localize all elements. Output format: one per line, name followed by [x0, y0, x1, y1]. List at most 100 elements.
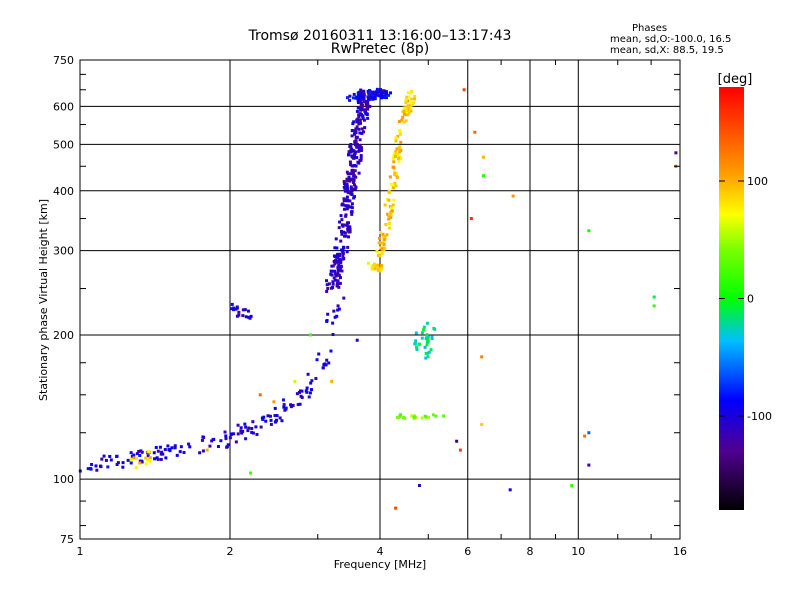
data-point — [392, 156, 396, 160]
data-point — [298, 402, 302, 406]
data-point — [365, 113, 369, 117]
data-point — [366, 116, 370, 120]
data-point — [241, 314, 245, 318]
data-point — [379, 96, 383, 100]
y-tick-label: 75 — [60, 533, 74, 546]
data-point — [269, 418, 273, 422]
data-point — [359, 98, 363, 102]
data-point — [310, 388, 314, 392]
data-point — [330, 379, 334, 383]
data-point — [376, 268, 380, 272]
data-point — [333, 269, 337, 273]
data-point — [338, 220, 342, 224]
data-point — [360, 95, 364, 99]
data-point — [148, 456, 152, 460]
data-point — [350, 154, 354, 158]
data-point — [137, 449, 141, 453]
data-point — [338, 281, 342, 285]
data-point — [340, 218, 344, 222]
data-point — [358, 119, 362, 123]
data-point — [378, 254, 382, 258]
data-point — [359, 148, 363, 152]
data-point — [366, 95, 370, 99]
data-point — [415, 345, 419, 349]
data-point — [224, 434, 228, 438]
data-point — [337, 226, 341, 230]
data-point — [350, 134, 354, 138]
data-point — [359, 146, 363, 150]
data-point — [333, 315, 337, 319]
plot-frame — [79, 59, 681, 540]
data-point — [273, 406, 277, 410]
axes: 1 2 4 6 8 10 16 75 100 200 300 400 500 600 750 — [53, 54, 687, 558]
data-point — [394, 154, 398, 158]
data-point — [410, 414, 414, 418]
data-point — [251, 420, 255, 424]
data-point — [100, 457, 104, 461]
data-point — [327, 361, 331, 365]
x-axis-label: Frequency [MHz] — [334, 558, 426, 571]
data-point — [413, 95, 417, 99]
data-point — [340, 269, 344, 273]
data-point — [344, 198, 348, 202]
data-point — [652, 304, 656, 308]
data-point — [351, 96, 355, 100]
data-point — [346, 191, 350, 195]
data-point — [280, 419, 284, 423]
data-point — [406, 99, 410, 103]
data-point — [146, 458, 150, 462]
data-point — [359, 156, 363, 160]
data-point — [216, 445, 220, 449]
data-point — [341, 251, 345, 255]
data-point — [178, 450, 182, 454]
data-point — [296, 403, 300, 407]
data-point — [338, 268, 342, 272]
data-point — [266, 414, 270, 418]
data-point — [355, 118, 359, 122]
data-point — [278, 416, 282, 420]
data-point — [360, 93, 364, 97]
data-point — [381, 89, 385, 93]
data-point — [155, 456, 159, 460]
data-point — [349, 185, 353, 189]
data-point — [334, 237, 338, 241]
data-point — [354, 150, 358, 154]
x-tick-label: 4 — [377, 545, 384, 558]
data-point — [262, 415, 266, 419]
data-point — [587, 431, 591, 435]
data-point — [229, 432, 233, 436]
data-point — [337, 273, 341, 277]
data-point — [330, 269, 334, 273]
data-point — [308, 391, 312, 395]
data-point — [342, 185, 346, 189]
data-point — [357, 161, 361, 165]
data-point — [363, 126, 367, 130]
data-point — [156, 449, 160, 453]
data-point — [407, 95, 411, 99]
data-point — [126, 458, 130, 462]
data-point — [455, 439, 459, 443]
data-point — [329, 349, 333, 353]
data-point — [226, 443, 230, 447]
data-point — [431, 413, 435, 417]
data-point — [259, 425, 263, 429]
data-point — [393, 173, 397, 177]
data-point — [336, 304, 340, 308]
data-point — [348, 94, 352, 98]
data-point — [480, 423, 484, 427]
data-point — [306, 372, 310, 376]
data-point — [352, 120, 356, 124]
data-point — [398, 145, 402, 149]
data-point — [228, 436, 232, 440]
y-tick-label: 200 — [53, 329, 74, 342]
data-point — [336, 308, 340, 312]
data-point — [342, 180, 346, 184]
y-tick-label: 400 — [53, 185, 74, 198]
data-point — [372, 264, 376, 268]
data-point — [395, 174, 399, 178]
data-point — [345, 250, 349, 254]
data-point — [326, 286, 330, 290]
data-point — [224, 437, 228, 441]
data-point — [409, 101, 413, 105]
data-point — [230, 302, 234, 306]
